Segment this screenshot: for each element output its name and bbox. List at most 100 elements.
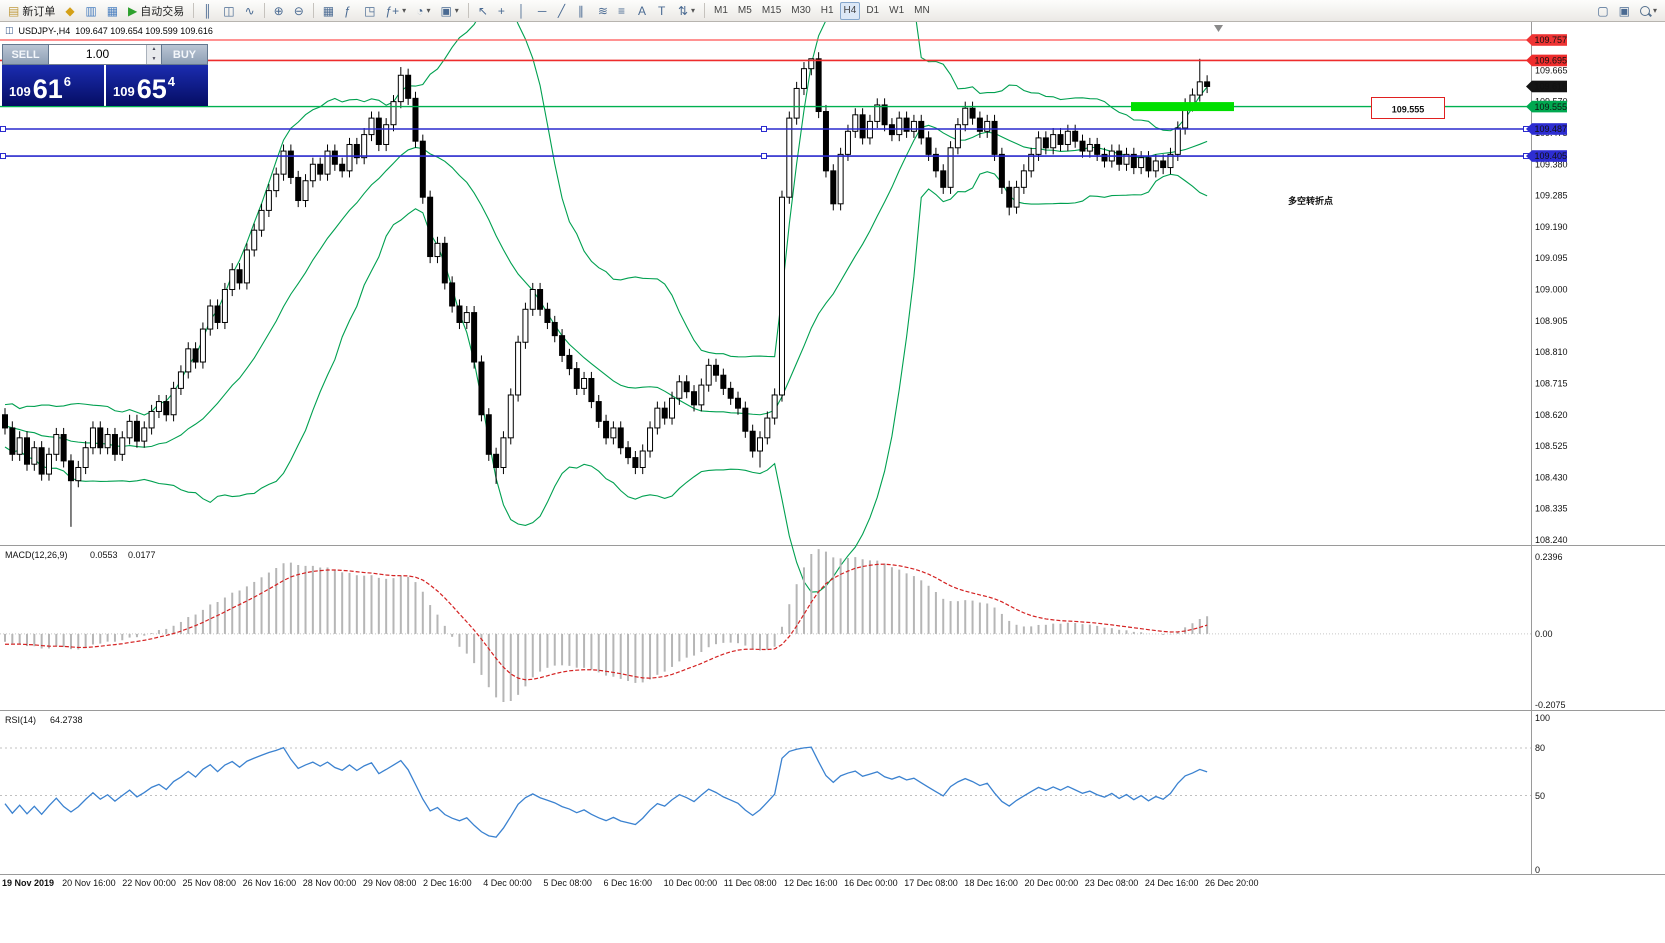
line-chart-type-icon: ∿	[244, 3, 255, 18]
volume-field[interactable]: 1.00 ▲ ▼	[49, 44, 161, 65]
auto-trading-button-label: 自动交易	[140, 5, 185, 18]
window-list-icon: ▣	[1618, 3, 1630, 18]
indicators-button[interactable]: ƒ	[340, 2, 358, 20]
toolbar-separator	[467, 3, 469, 18]
tile-windows-button[interactable]: ▦	[319, 2, 338, 20]
price-tick-label: 108.810	[1535, 347, 1568, 357]
volume-increase-button[interactable]: ▲	[147, 45, 161, 55]
templates-button[interactable]: ▣ ▾	[436, 2, 462, 20]
price-tick-label: 108.620	[1535, 410, 1568, 420]
indicators-icon: ƒ	[344, 3, 351, 18]
metaquotes-button[interactable]: ◆	[61, 2, 79, 20]
price-tick-label: 109.665	[1535, 65, 1568, 75]
timeframe-m1-button[interactable]: M1	[710, 2, 732, 20]
time-label: 18 Dec 16:00	[964, 878, 1018, 888]
price-callout-text[interactable]: 109.555	[1392, 105, 1425, 115]
price-tick-label: 108.525	[1535, 441, 1568, 451]
macd-value-main: 0.0553	[90, 550, 118, 560]
buy-button[interactable]: BUY	[161, 44, 208, 65]
auto-trading-button[interactable]: ▶ 自动交易	[124, 2, 188, 20]
chart-graphics: 109.665109.570109.475109.380109.285109.1…	[0, 0, 1665, 888]
time-label: 2 Dec 16:00	[423, 878, 472, 888]
trendline-button[interactable]: ╱	[554, 2, 572, 20]
timeframe-mn-button[interactable]: MN	[910, 2, 934, 20]
chart-shift-marker[interactable]	[1214, 25, 1223, 32]
zoom-in-button[interactable]: ⊕	[270, 2, 288, 20]
trendline-icon: ╱	[557, 3, 566, 18]
timeframe-w1-button[interactable]: W1	[885, 2, 908, 20]
bar-chart-type-icon: ║	[203, 3, 212, 18]
timeframe-w1-button-label: W1	[889, 5, 905, 16]
volume-decrease-button[interactable]: ▼	[147, 54, 161, 64]
time-label: 6 Dec 16:00	[604, 878, 653, 888]
timeframe-h4-button[interactable]: H4	[839, 1, 861, 20]
add-indicator-button[interactable]: ƒ+ ▾	[381, 2, 410, 20]
macd-scale-bottom: -0.2075	[1535, 700, 1566, 710]
rsi-scale-80: 80	[1535, 743, 1545, 753]
bollinger-lower-line	[4, 171, 1208, 593]
shapes-button[interactable]: ≡	[614, 2, 632, 20]
price-tick-label: 109.095	[1535, 253, 1568, 263]
time-label: 26 Nov 16:00	[243, 878, 297, 888]
channel-button[interactable]: ∥	[574, 2, 592, 20]
sell-button[interactable]: SELL	[2, 44, 49, 65]
buy-price-point: 4	[167, 74, 175, 89]
cursor-button[interactable]: ↖	[474, 2, 492, 20]
candlestick-type-button[interactable]: ◫	[219, 2, 238, 20]
price-tag-label: 109.757	[1535, 35, 1568, 45]
price-tag-arrow	[1526, 100, 1532, 113]
rsi-value: 64.2738	[50, 715, 83, 725]
buy-price-panel[interactable]: 109 65 4	[106, 65, 208, 106]
price-callout-box[interactable]	[1371, 97, 1445, 119]
line-handle[interactable]	[761, 125, 767, 132]
price-callout[interactable]: 109.555	[1371, 97, 1445, 119]
templates-icon: ▣	[440, 3, 452, 18]
text-button[interactable]: A	[634, 2, 652, 20]
time-label: 4 Dec 00:00	[483, 878, 532, 888]
profiles-button[interactable]: ▥	[81, 2, 100, 20]
line-handle[interactable]	[0, 153, 6, 160]
time-label: 16 Dec 00:00	[844, 878, 898, 888]
label-icon: T	[657, 3, 666, 18]
time-label: 12 Dec 16:00	[784, 878, 838, 888]
buy-price-pips: 65	[136, 74, 167, 105]
search-button[interactable]: ▾	[1636, 2, 1661, 20]
bar-chart-type-button[interactable]: ║	[199, 2, 217, 20]
horizontal-line-button[interactable]: ─	[534, 2, 552, 20]
one-click-trading-panel: SELL 1.00 ▲ ▼ BUY 109 61 6 109 65 4	[2, 44, 208, 106]
price-tick-label: 108.905	[1535, 316, 1568, 326]
label-button[interactable]: T	[654, 2, 672, 20]
price-tag	[1532, 150, 1567, 162]
annotation-text[interactable]: 多空转折点	[1288, 195, 1333, 206]
new-order-button[interactable]: ▤ 新订单	[4, 2, 59, 20]
window-list-button[interactable]: ▣	[1615, 2, 1634, 20]
dock-window-button[interactable]: ▢	[1593, 2, 1612, 20]
timeframe-d1-button[interactable]: D1	[862, 2, 883, 20]
highlight-zone[interactable]	[1131, 102, 1234, 112]
line-handle[interactable]	[761, 153, 767, 160]
periods-icon: ◔	[416, 3, 424, 18]
objects-list-button[interactable]: ◳	[360, 2, 379, 20]
line-handle[interactable]	[0, 125, 6, 132]
sell-price-panel[interactable]: 109 61 6	[2, 65, 104, 106]
dropdown-caret-icon: ▾	[691, 6, 696, 15]
sell-price-big-figure: 109	[9, 84, 31, 99]
line-chart-type-button[interactable]: ∿	[241, 2, 259, 20]
channel-icon: ∥	[577, 3, 584, 18]
timeframe-m5-button[interactable]: M5	[734, 2, 756, 20]
timeframe-m15-button[interactable]: M15	[758, 2, 785, 20]
new-chart-button[interactable]: ▦	[103, 2, 122, 20]
fibonacci-button[interactable]: ≋	[594, 2, 612, 20]
crosshair-button[interactable]: +	[494, 2, 512, 20]
timeframe-h1-button-label: H1	[820, 5, 834, 16]
new-order-button-label: 新订单	[22, 5, 56, 18]
zoom-out-button[interactable]: ⊖	[290, 2, 308, 20]
vertical-line-button[interactable]: │	[514, 2, 532, 20]
volume-value[interactable]: 1.00	[85, 47, 110, 61]
timeframe-h1-button[interactable]: H1	[817, 2, 838, 20]
periods-button[interactable]: ◔ ▾	[412, 2, 434, 20]
price-tag	[1532, 34, 1567, 46]
timeframe-m30-button[interactable]: M30	[787, 2, 814, 20]
arrows-button[interactable]: ⇅ ▾	[674, 2, 699, 20]
